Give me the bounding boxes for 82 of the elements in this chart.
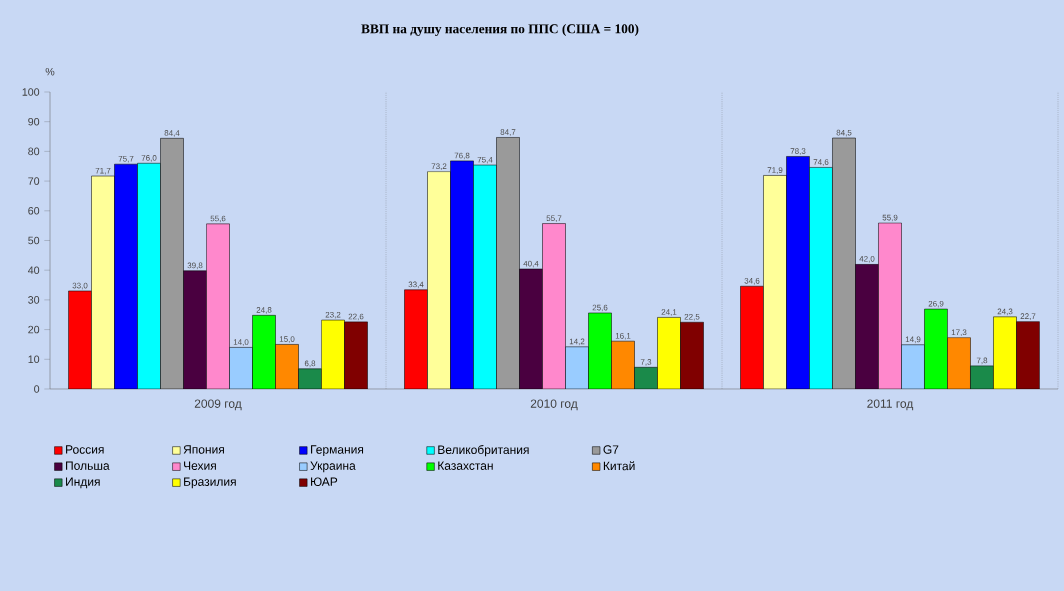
data-label: 33,0 — [72, 282, 88, 290]
legend-label: Германия — [311, 445, 364, 457]
data-label: 75,7 — [118, 156, 134, 163]
legend-label: ЮАР — [311, 477, 338, 486]
data-label: 55,9 — [882, 214, 898, 222]
data-label: 55,6 — [210, 215, 226, 223]
bar — [298, 368, 322, 389]
y-tick-label: 70 — [28, 177, 40, 185]
y-tick-label: 0 — [34, 385, 40, 393]
data-label: 7,3 — [640, 359, 652, 366]
data-label: 33,4 — [408, 281, 424, 289]
data-label: 42,0 — [859, 256, 875, 263]
data-label: 24,3 — [997, 308, 1013, 316]
data-label: 15,0 — [279, 336, 295, 343]
bar — [970, 365, 994, 389]
data-label: 74,6 — [813, 159, 829, 166]
y-tick-label: 60 — [28, 207, 40, 215]
legend-label: Великобритания — [438, 445, 529, 457]
y-tick-label: 40 — [27, 266, 40, 274]
legend-label: Россия — [66, 445, 104, 454]
y-tick-label: 20 — [28, 325, 40, 334]
legend-label: Индия — [66, 477, 100, 489]
legend-label: G7 — [603, 445, 619, 454]
data-label: 76,0 — [141, 155, 157, 162]
y-tick-label: 80 — [28, 147, 40, 156]
legend-label: Бразилия — [184, 477, 236, 489]
data-label: 6,8 — [304, 360, 316, 368]
legend-label: Украина — [310, 461, 356, 473]
bar — [855, 263, 879, 389]
y-tick-label: 100 — [22, 88, 40, 96]
bar — [924, 308, 948, 389]
data-label: 14,2 — [569, 338, 585, 346]
data-label: 23,2 — [325, 311, 341, 319]
bar — [740, 285, 764, 389]
legend-label: Чехия — [184, 461, 216, 470]
bar — [114, 163, 138, 389]
data-label: 24,8 — [256, 307, 272, 314]
data-label: 78,3 — [790, 148, 806, 155]
data-label: 73,2 — [431, 163, 447, 170]
data-label: 25,6 — [592, 304, 608, 312]
bar — [450, 160, 474, 389]
legend-label: Япония — [183, 445, 224, 454]
legend-label: Китай — [603, 461, 635, 471]
data-label: 71,7 — [95, 167, 111, 175]
data-label: 14,0 — [233, 339, 249, 346]
data-label: 17,3 — [951, 329, 967, 337]
y-tick-label: 10 — [28, 355, 40, 364]
data-label: 26,9 — [928, 300, 944, 308]
data-label: 14,9 — [905, 336, 921, 344]
bar — [588, 312, 612, 389]
data-label: 24,1 — [661, 309, 677, 316]
x-tick-label: 2010 год — [530, 399, 578, 411]
chart-title: ВВП на душу населения по ППС (США = 100) — [361, 23, 639, 37]
bar — [183, 270, 207, 389]
data-label: 84,5 — [836, 129, 852, 137]
data-label: 84,7 — [500, 129, 516, 136]
data-label: 76,8 — [454, 152, 470, 160]
y-tick-label: 50 — [28, 236, 40, 245]
data-label: 22,6 — [348, 313, 364, 321]
y-tick-label: 30 — [28, 296, 40, 304]
bar — [786, 156, 810, 389]
data-label: 75,4 — [477, 156, 493, 164]
x-tick-label: 2011 год — [867, 399, 914, 411]
x-tick-label: 2009 год — [194, 399, 242, 411]
data-label: 40,4 — [523, 260, 539, 268]
legend-label: Казахстан — [438, 461, 493, 470]
data-label: 71,9 — [767, 167, 783, 174]
data-label: 22,5 — [684, 313, 700, 321]
bar — [252, 315, 276, 389]
data-label: 16,1 — [615, 332, 631, 340]
bar — [68, 290, 92, 389]
data-label: 22,7 — [1020, 313, 1036, 320]
data-label: 84,4 — [164, 130, 180, 137]
bar — [519, 268, 543, 389]
y-tick-label: 90 — [28, 117, 40, 126]
y-axis-title: % — [45, 67, 55, 76]
bar — [404, 289, 428, 389]
legend-label: Польша — [66, 461, 110, 470]
data-label: 7,8 — [976, 357, 988, 365]
data-label: 55,7 — [546, 215, 562, 222]
data-label: 39,8 — [187, 262, 203, 270]
data-label: 34,6 — [744, 278, 760, 285]
